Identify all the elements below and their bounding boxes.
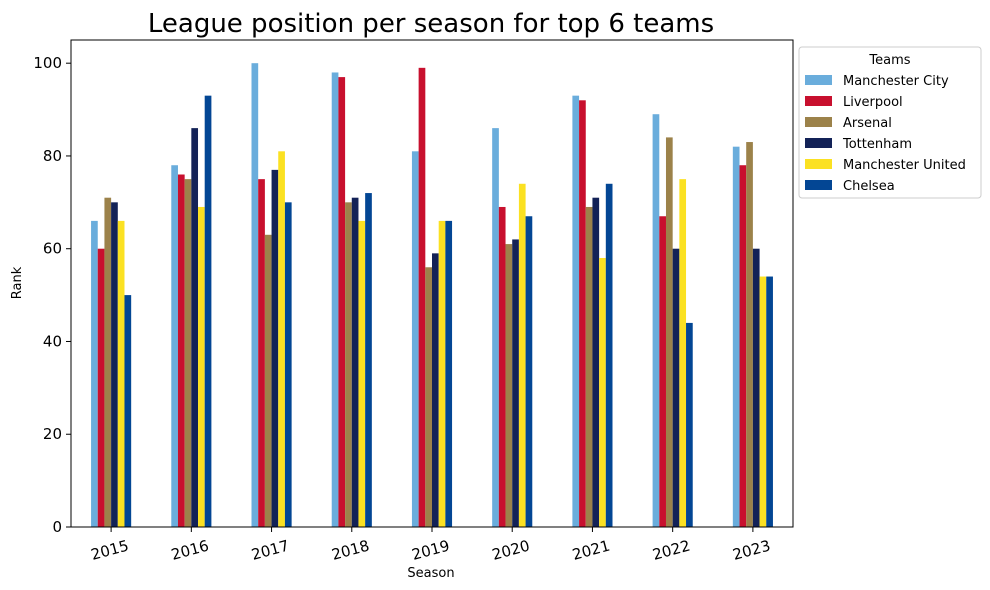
bar-manchester-united-2020 <box>518 183 526 527</box>
bar-manchester-united-2022 <box>679 179 687 527</box>
bar-manchester-city-2021 <box>572 95 580 527</box>
legend-label-liverpool: Liverpool <box>843 95 903 110</box>
bars-group <box>91 63 773 528</box>
y-tick-label-100: 100 <box>33 54 62 72</box>
chart-title: League position per season for top 6 tea… <box>148 9 714 39</box>
bar-manchester-city-2016 <box>171 165 178 528</box>
bar-liverpool-2021 <box>579 100 586 528</box>
bar-chelsea-2016 <box>204 95 212 527</box>
bar-liverpool-2022 <box>659 216 666 527</box>
bar-liverpool-2018 <box>338 77 346 527</box>
bar-chelsea-2021 <box>605 183 613 527</box>
y-tick-label-0: 0 <box>52 518 62 536</box>
y-axis-label: Rank <box>10 266 25 299</box>
bar-tottenham-2021 <box>592 197 600 527</box>
bar-tottenham-2016 <box>191 128 199 527</box>
bar-manchester-united-2017 <box>278 151 285 527</box>
x-tick-label-2016: 2016 <box>169 537 211 564</box>
bar-tottenham-2015 <box>111 202 118 527</box>
x-tick-label-2022: 2022 <box>651 537 693 564</box>
bar-manchester-city-2018 <box>331 72 339 527</box>
legend-swatch-manchester-united <box>805 159 832 169</box>
bar-chelsea-2022 <box>686 322 693 527</box>
bar-manchester-city-2020 <box>492 128 499 527</box>
bar-liverpool-2016 <box>177 174 185 527</box>
legend-box <box>798 46 982 199</box>
bar-arsenal-2020 <box>505 244 513 527</box>
bar-manchester-city-2019 <box>411 151 419 527</box>
y-tick-label-40: 40 <box>43 332 62 350</box>
bar-manchester-united-2015 <box>117 220 125 527</box>
bar-manchester-united-2023 <box>759 276 767 527</box>
bar-manchester-city-2017 <box>251 63 259 527</box>
bar-manchester-united-2021 <box>599 257 606 527</box>
bar-arsenal-2017 <box>264 234 272 528</box>
bar-chelsea-2023 <box>766 276 773 527</box>
bar-manchester-city-2015 <box>91 220 98 527</box>
bar-chelsea-2019 <box>445 220 453 527</box>
bar-liverpool-2017 <box>258 179 265 527</box>
bar-arsenal-2015 <box>104 197 112 527</box>
bar-chelsea-2018 <box>365 193 372 527</box>
legend: Teams Manchester City Liverpool Arsenal Tot… <box>798 46 982 199</box>
legend-label-arsenal: Arsenal <box>843 116 892 131</box>
bar-liverpool-2019 <box>418 67 426 527</box>
x-tick-label-2020: 2020 <box>490 537 532 564</box>
legend-label-tottenham: Tottenham <box>842 137 912 152</box>
x-axis-ticks: 2015 2016 2017 2018 2019 2020 2021 2022 2023 <box>89 527 772 564</box>
legend-title: Teams <box>868 53 910 68</box>
bar-tottenham-2020 <box>512 239 519 527</box>
bar-tottenham-2017 <box>271 169 279 527</box>
bar-liverpool-2020 <box>498 206 506 527</box>
bar-tottenham-2023 <box>752 248 760 527</box>
y-tick-label-20: 20 <box>43 425 62 443</box>
legend-label-manchester-city: Manchester City <box>843 74 949 89</box>
legend-swatch-tottenham <box>805 138 832 148</box>
bar-arsenal-2021 <box>585 206 593 527</box>
bar-chelsea-2020 <box>525 216 533 527</box>
bar-manchester-united-2019 <box>438 220 446 527</box>
bar-manchester-city-2023 <box>732 146 740 527</box>
bar-tottenham-2018 <box>351 197 359 527</box>
bar-chelsea-2015 <box>124 295 132 527</box>
y-axis-ticks: 0 20 40 60 80 100 <box>33 54 71 536</box>
x-axis-label: Season <box>407 566 454 581</box>
legend-label-manchester-united: Manchester United <box>843 158 966 173</box>
bar-liverpool-2015 <box>97 248 105 527</box>
bar-manchester-united-2018 <box>358 220 366 527</box>
bar-arsenal-2018 <box>345 202 352 527</box>
bar-manchester-united-2016 <box>198 206 205 527</box>
x-tick-label-2019: 2019 <box>410 537 452 564</box>
legend-swatch-manchester-city <box>805 75 832 85</box>
legend-swatch-chelsea <box>805 180 832 190</box>
bar-arsenal-2016 <box>184 179 192 527</box>
bar-tottenham-2019 <box>432 253 439 527</box>
bar-arsenal-2023 <box>746 142 753 528</box>
legend-swatch-arsenal <box>805 117 832 127</box>
y-tick-label-60: 60 <box>43 240 62 258</box>
bar-liverpool-2023 <box>739 165 747 528</box>
bar-manchester-city-2022 <box>652 114 660 528</box>
x-tick-label-2018: 2018 <box>330 537 372 564</box>
bar-arsenal-2022 <box>665 137 673 527</box>
bar-tottenham-2022 <box>672 248 680 527</box>
bar-chelsea-2017 <box>284 202 292 527</box>
x-tick-label-2017: 2017 <box>249 537 291 564</box>
plot-frame <box>70 39 794 528</box>
x-tick-label-2021: 2021 <box>570 537 612 564</box>
legend-swatch-liverpool <box>805 96 832 106</box>
legend-items: Manchester City Liverpool Arsenal Tottenham… <box>805 74 966 194</box>
x-tick-label-2015: 2015 <box>89 537 131 564</box>
legend-label-chelsea: Chelsea <box>843 179 895 194</box>
bar-arsenal-2019 <box>425 267 432 527</box>
x-tick-label-2023: 2023 <box>731 537 773 564</box>
y-tick-label-80: 80 <box>43 147 62 165</box>
